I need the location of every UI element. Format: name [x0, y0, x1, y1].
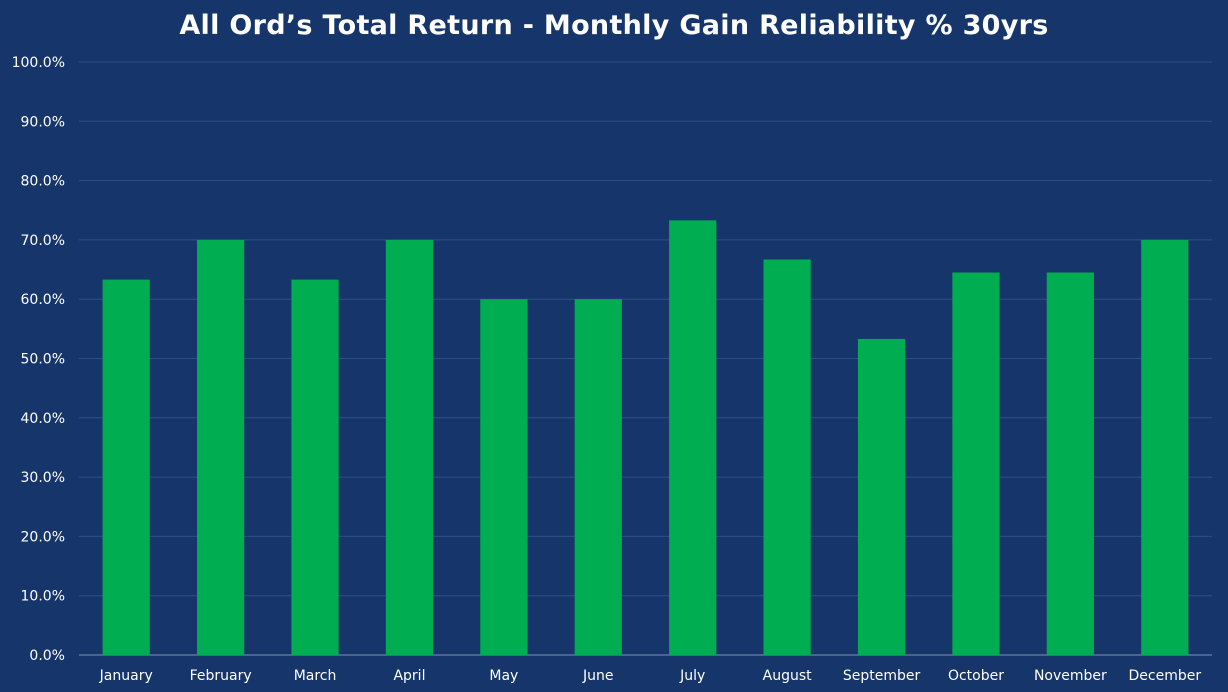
y-tick-label: 90.0% — [21, 114, 65, 130]
x-tick-label: January — [99, 668, 153, 684]
x-tick-label: June — [582, 668, 614, 684]
y-tick-label: 40.0% — [21, 411, 65, 427]
y-tick-label: 100.0% — [12, 55, 65, 71]
x-tick-label: February — [190, 668, 252, 684]
x-tick-label: October — [948, 668, 1004, 684]
bar — [763, 259, 811, 655]
bar — [291, 279, 339, 655]
y-tick-label: 20.0% — [21, 529, 65, 545]
bar — [1141, 239, 1189, 655]
bar — [197, 239, 245, 655]
bar — [952, 272, 1000, 655]
x-tick-label: August — [763, 668, 813, 684]
bar — [480, 299, 528, 655]
y-tick-label: 10.0% — [21, 589, 65, 605]
y-tick-label: 30.0% — [21, 470, 65, 486]
bar — [574, 299, 622, 655]
bar — [102, 279, 150, 655]
y-tick-label: 50.0% — [21, 352, 65, 368]
bar — [1046, 272, 1094, 655]
chart-title: All Ord’s Total Return - Monthly Gain Re… — [179, 10, 1049, 41]
bar — [669, 220, 717, 655]
x-tick-label: April — [393, 668, 425, 684]
y-tick-label: 70.0% — [21, 233, 65, 249]
y-tick-label: 60.0% — [21, 292, 65, 308]
bar — [385, 239, 434, 655]
x-tick-label: July — [679, 668, 705, 684]
x-tick-label: December — [1128, 668, 1201, 684]
y-tick-label: 80.0% — [21, 174, 65, 190]
bar — [857, 338, 906, 655]
x-tick-label: March — [294, 668, 337, 684]
x-tick-label: November — [1034, 668, 1107, 684]
x-tick-label: May — [489, 668, 518, 684]
y-tick-label: 0.0% — [29, 648, 65, 664]
x-tick-label: September — [843, 668, 921, 684]
